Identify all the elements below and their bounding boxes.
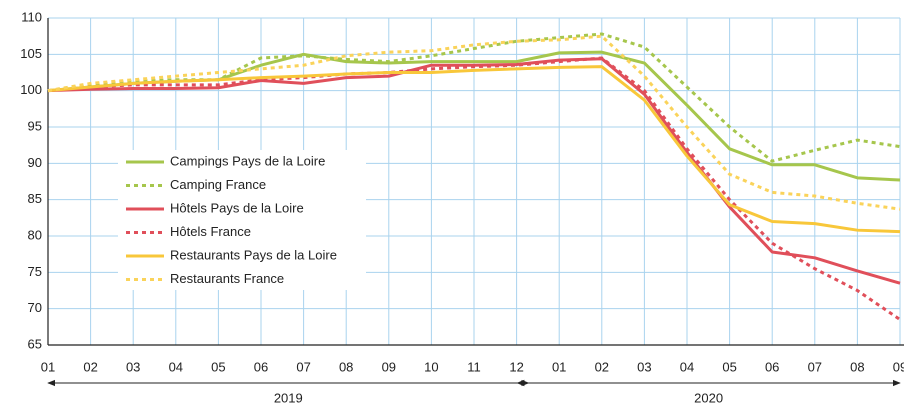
x-tick-label: 09 bbox=[893, 359, 904, 374]
x-tick-label: 05 bbox=[722, 359, 736, 374]
x-tick-label: 06 bbox=[254, 359, 268, 374]
x-tick-label: 04 bbox=[169, 359, 183, 374]
x-tick-label: 01 bbox=[41, 359, 55, 374]
x-tick-label: 08 bbox=[339, 359, 353, 374]
series-line bbox=[47, 32, 901, 163]
x-tick-label: 12 bbox=[509, 359, 523, 374]
legend-label: Hôtels Pays de la Loire bbox=[170, 200, 304, 215]
x-tick-label: 07 bbox=[808, 359, 822, 374]
legend-label: Camping France bbox=[170, 177, 266, 192]
x-tick-label: 06 bbox=[765, 359, 779, 374]
x-tick-label: 09 bbox=[382, 359, 396, 374]
y-tick-label: 65 bbox=[28, 336, 42, 351]
x-tick-label: 01 bbox=[552, 359, 566, 374]
x-tick-label: 03 bbox=[126, 359, 140, 374]
x-tick-label: 02 bbox=[83, 359, 97, 374]
y-tick-label: 105 bbox=[20, 46, 42, 61]
x-tick-label: 07 bbox=[296, 359, 310, 374]
y-tick-label: 70 bbox=[28, 300, 42, 315]
y-tick-label: 95 bbox=[28, 118, 42, 133]
x-tick-label: 10 bbox=[424, 359, 438, 374]
x-tick-label: 11 bbox=[467, 359, 481, 374]
y-tick-label: 85 bbox=[28, 191, 42, 206]
legend-label: Restaurants Pays de la Loire bbox=[170, 247, 337, 262]
x-tick-label: 05 bbox=[211, 359, 225, 374]
series-line bbox=[47, 34, 901, 211]
legend-label: Restaurants France bbox=[170, 271, 284, 286]
x-tick-label: 08 bbox=[850, 359, 864, 374]
x-tick-label: 03 bbox=[637, 359, 651, 374]
y-tick-label: 75 bbox=[28, 264, 42, 279]
y-tick-label: 100 bbox=[20, 82, 42, 97]
year-label: 2019 bbox=[274, 390, 303, 405]
series-line bbox=[47, 65, 901, 234]
x-tick-label: 02 bbox=[595, 359, 609, 374]
y-tick-label: 110 bbox=[21, 9, 42, 24]
x-tick-label: 04 bbox=[680, 359, 694, 374]
legend-box bbox=[118, 150, 366, 290]
y-tick-label: 80 bbox=[28, 227, 42, 242]
series-line bbox=[47, 56, 901, 321]
legend-label: Hôtels France bbox=[170, 224, 251, 239]
year-label: 2020 bbox=[694, 390, 723, 405]
y-tick-label: 90 bbox=[28, 155, 42, 170]
legend-label: Campings Pays de la Loire bbox=[170, 153, 325, 168]
